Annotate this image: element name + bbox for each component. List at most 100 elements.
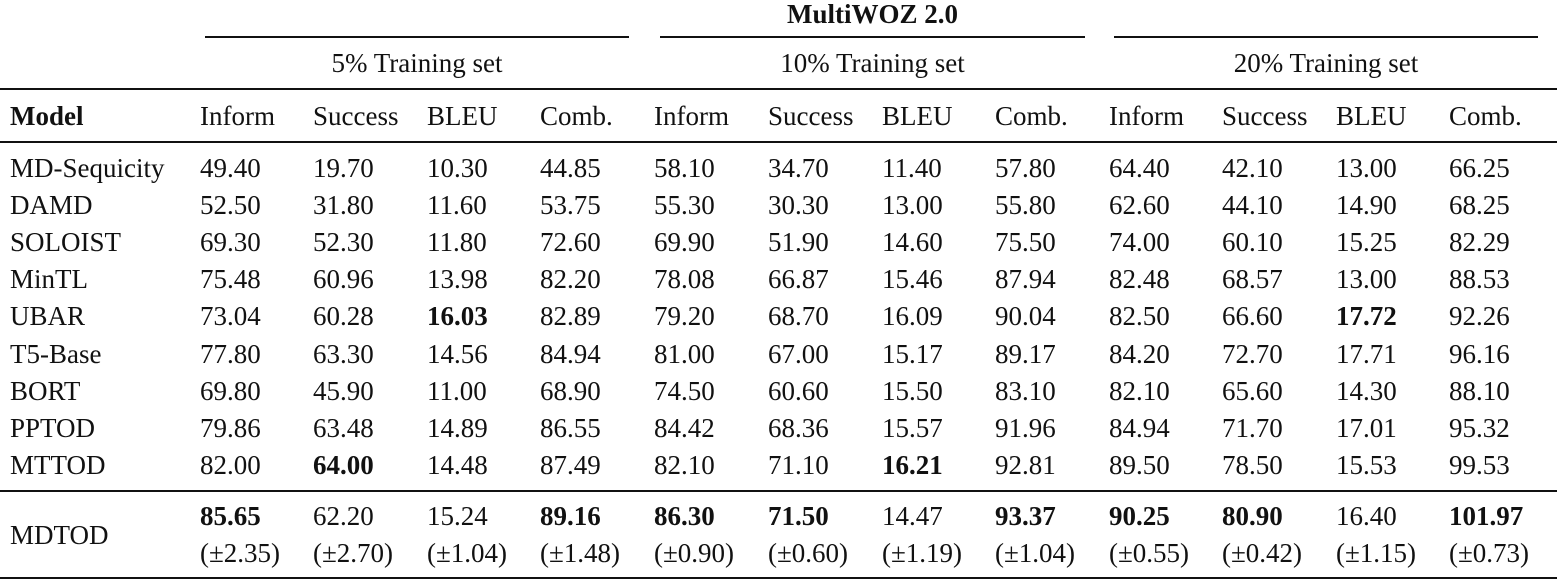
group-rule-5pct xyxy=(205,36,629,38)
table-cell: 72.70 xyxy=(1222,338,1283,369)
table-cell: 75.50 xyxy=(995,227,1056,258)
table-cell: 67.00 xyxy=(768,338,829,369)
metric-header-comb: Comb. xyxy=(995,101,1068,131)
metric-header-bleu: BLEU xyxy=(427,101,498,131)
table-cell: 13.00 xyxy=(1336,264,1397,295)
table-cell: 30.30 xyxy=(768,190,829,221)
table-cell: 82.00 xyxy=(200,449,261,480)
table-bottom-rule xyxy=(0,577,1557,579)
table-cell: 87.94 xyxy=(995,264,1056,295)
table-cell: 83.10 xyxy=(995,375,1056,406)
metric-header-success: Success xyxy=(768,101,854,131)
table-cell: 64.40 xyxy=(1109,153,1170,183)
table-cell: 15.57 xyxy=(882,412,943,443)
table-cell: 57.80 xyxy=(995,153,1056,183)
final-std: (±0.42) xyxy=(1222,538,1303,568)
table-cell: 13.00 xyxy=(882,190,943,221)
table-cell: 31.80 xyxy=(313,190,374,221)
table-cell: 78.50 xyxy=(1222,449,1283,480)
table-cell: 71.70 xyxy=(1222,412,1283,443)
table-cell: 53.75 xyxy=(540,190,601,221)
table-cell: 77.80 xyxy=(200,338,261,369)
table-cell: 79.20 xyxy=(654,301,715,332)
table-cell: 95.32 xyxy=(1449,412,1510,443)
table-cell: 64.00 xyxy=(313,449,374,480)
model-name: PPTOD xyxy=(10,412,96,443)
table-cell: 65.60 xyxy=(1222,375,1283,406)
model-name: MD-Sequicity xyxy=(10,153,165,183)
table-cell: 11.40 xyxy=(882,153,942,183)
table-cell: 19.70 xyxy=(313,153,374,183)
table-cell: 55.30 xyxy=(654,190,715,221)
table-cell: 72.60 xyxy=(540,227,601,258)
final-value: 16.40 xyxy=(1336,501,1397,531)
table-cell: 34.70 xyxy=(768,153,829,183)
group-header-10pct: 10% Training set xyxy=(780,48,965,78)
table-cell: 16.09 xyxy=(882,301,943,332)
final-value: 86.30 xyxy=(654,501,715,531)
table-cell: 14.60 xyxy=(882,227,943,258)
table-cell: 69.30 xyxy=(200,227,261,258)
table-cell: 74.50 xyxy=(654,375,715,406)
table-cell: 90.04 xyxy=(995,301,1056,332)
table-cell: 14.30 xyxy=(1336,375,1397,406)
table-cell: 16.03 xyxy=(427,301,488,332)
table-cell: 91.96 xyxy=(995,412,1056,443)
final-value: 93.37 xyxy=(995,501,1056,531)
table-cell: 73.04 xyxy=(200,301,261,332)
table-cell: 81.00 xyxy=(654,338,715,369)
table-cell: 14.56 xyxy=(427,338,488,369)
table-cell: 68.25 xyxy=(1449,190,1510,221)
table-cell: 84.42 xyxy=(654,412,715,443)
table-cell: 84.20 xyxy=(1109,338,1170,369)
model-name: BORT xyxy=(10,375,81,406)
table-cell: 13.98 xyxy=(427,264,488,295)
table-cell: 11.00 xyxy=(427,375,487,406)
table-cell: 44.85 xyxy=(540,153,601,183)
model-name: MinTL xyxy=(10,264,88,295)
group-header-20pct: 20% Training set xyxy=(1233,48,1419,78)
table-cell: 15.17 xyxy=(882,338,943,369)
table-cell: 86.55 xyxy=(540,412,601,443)
table-cell: 75.48 xyxy=(200,264,261,295)
table-cell: 11.80 xyxy=(427,227,487,258)
final-std: (±1.19) xyxy=(882,538,963,568)
table-cell: 60.96 xyxy=(313,264,374,295)
table-cell: 52.30 xyxy=(313,227,374,258)
final-value: 101.97 xyxy=(1449,501,1524,531)
model-name-final: MDTOD xyxy=(10,520,109,550)
dataset-title: MultiWOZ 2.0 xyxy=(786,0,958,29)
metric-header-bleu: BLEU xyxy=(882,101,953,131)
table-cell: 68.90 xyxy=(540,375,601,406)
table-cell: 13.00 xyxy=(1336,153,1397,183)
table-cell: 17.01 xyxy=(1336,412,1397,443)
final-std: (±2.35) xyxy=(200,538,281,568)
group-rule-20pct xyxy=(1114,36,1538,38)
final-value: 85.65 xyxy=(200,501,261,531)
table-cell: 84.94 xyxy=(1109,412,1170,443)
metric-header-inform: Inform xyxy=(654,101,729,131)
table-cell: 17.71 xyxy=(1336,338,1397,369)
final-value: 71.50 xyxy=(768,501,829,531)
table-cell: 79.86 xyxy=(200,412,261,443)
table-cell: 16.21 xyxy=(882,449,943,480)
final-std: (±0.73) xyxy=(1449,538,1530,568)
group-rule-10pct xyxy=(660,36,1085,38)
model-name: UBAR xyxy=(10,301,86,332)
model-name: SOLOIST xyxy=(10,227,122,258)
table-cell: 62.60 xyxy=(1109,190,1170,221)
table-cell: 74.00 xyxy=(1109,227,1170,258)
group-header-5pct: 5% Training set xyxy=(331,48,503,78)
final-std: (±0.55) xyxy=(1109,538,1190,568)
table-cell: 60.28 xyxy=(313,301,374,332)
table-cell: 60.10 xyxy=(1222,227,1283,258)
table-cell: 15.53 xyxy=(1336,449,1397,480)
table-cell: 88.10 xyxy=(1449,375,1510,406)
table-cell: 68.57 xyxy=(1222,264,1283,295)
final-value: 90.25 xyxy=(1109,501,1170,531)
model-name: DAMD xyxy=(10,190,93,221)
table-cell: 99.53 xyxy=(1449,449,1510,480)
model-column-header: Model xyxy=(10,101,84,131)
header-bottom-rule xyxy=(0,141,1557,143)
table-cell: 82.10 xyxy=(1109,375,1170,406)
